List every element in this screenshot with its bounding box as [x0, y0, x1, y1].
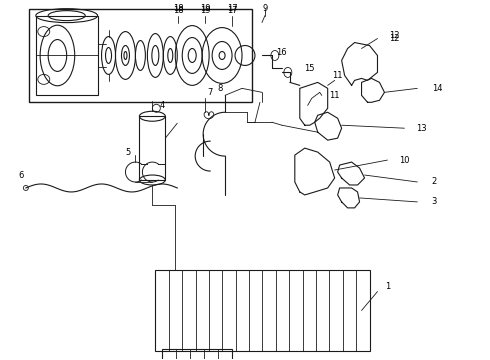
Text: 7: 7: [207, 88, 213, 97]
Text: 3: 3: [432, 197, 437, 206]
Bar: [36, 15, 98, 95]
Text: 2: 2: [432, 177, 437, 186]
Text: 17: 17: [227, 6, 237, 15]
Text: 12: 12: [389, 31, 400, 40]
Text: 1: 1: [385, 282, 390, 291]
Text: 8: 8: [218, 84, 223, 93]
Bar: [140, 116, 165, 180]
Text: 14: 14: [432, 84, 442, 93]
Text: 15: 15: [304, 64, 315, 73]
Text: 11: 11: [332, 71, 343, 80]
Text: 12: 12: [389, 34, 400, 43]
Text: 5: 5: [126, 148, 131, 157]
Text: 18: 18: [173, 4, 184, 13]
Text: 9: 9: [262, 4, 268, 13]
Text: 4: 4: [160, 101, 165, 110]
Bar: [162, 349, 232, 360]
Text: 19: 19: [200, 6, 210, 15]
Text: 18: 18: [173, 6, 184, 15]
Bar: [29, 9, 252, 102]
Text: 6: 6: [18, 171, 24, 180]
Text: 13: 13: [416, 124, 427, 133]
Text: 17: 17: [227, 4, 237, 13]
Bar: [155, 270, 369, 351]
Text: 10: 10: [399, 156, 410, 165]
Text: 19: 19: [200, 4, 210, 13]
Text: 16: 16: [276, 48, 287, 57]
Text: 11: 11: [329, 91, 340, 100]
